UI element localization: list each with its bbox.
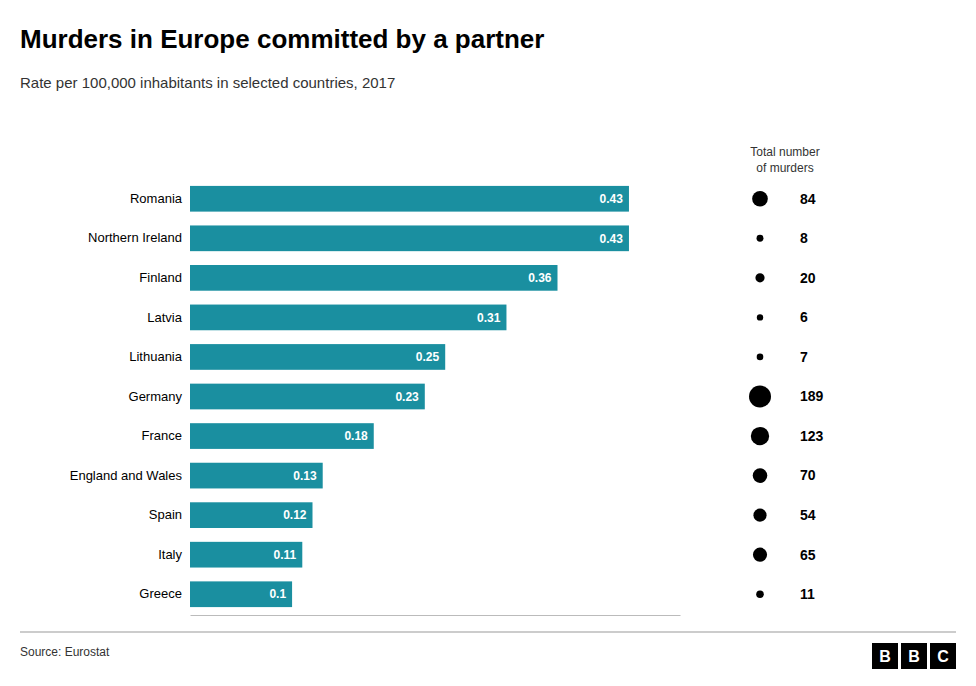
data-label: 0.43 xyxy=(600,232,624,246)
data-label: 0.11 xyxy=(274,548,297,562)
y-tick: Greece xyxy=(139,586,182,601)
logo-letter: C xyxy=(937,648,949,665)
total-label: 84 xyxy=(800,191,816,207)
bar xyxy=(190,186,629,212)
y-axis: Romania Northern Ireland Finland Latvia Lith… xyxy=(70,191,183,601)
data-labels: 0.43 0.43 0.36 0.31 0.25 0.23 0.18 0.13 0.12 0.11… xyxy=(269,192,623,601)
total-dot xyxy=(749,386,771,408)
total-label: 8 xyxy=(800,230,808,246)
x-axis-line xyxy=(191,615,681,616)
y-tick-label: Spain xyxy=(149,507,182,522)
separator xyxy=(20,632,956,633)
bar xyxy=(190,423,374,449)
y-tick: Spain xyxy=(149,507,182,522)
data-label: 0.23 xyxy=(395,390,419,404)
y-tick-label: Italy xyxy=(158,547,182,562)
logo-box xyxy=(901,643,927,669)
y-tick-label: Romania xyxy=(130,191,183,206)
total-dot xyxy=(751,427,769,445)
data-label: 0.1 xyxy=(269,587,286,601)
bar xyxy=(190,463,323,489)
logo-letter: B xyxy=(908,648,920,665)
y-tick: Lithuania xyxy=(129,349,183,364)
logo-letter: B xyxy=(879,648,891,665)
totals-title: Total number of murders xyxy=(750,145,819,175)
total-label: 189 xyxy=(800,388,824,404)
total-label: 123 xyxy=(800,428,824,444)
y-tick-label: Greece xyxy=(139,586,182,601)
y-tick: Italy xyxy=(158,547,182,562)
totals-title-line: of murders xyxy=(756,161,813,175)
total-label: 54 xyxy=(800,507,816,523)
bar xyxy=(190,305,506,331)
logo-box xyxy=(930,643,956,669)
chart: Murders in Europe committed by a partner… xyxy=(0,0,976,686)
total-dot xyxy=(756,590,764,598)
total-dot xyxy=(753,548,767,562)
data-label: 0.36 xyxy=(528,271,552,285)
y-tick: Latvia xyxy=(147,310,182,325)
data-label: 0.25 xyxy=(416,350,440,364)
bar xyxy=(190,502,313,528)
bar xyxy=(190,542,302,568)
total-dot xyxy=(757,235,764,242)
y-tick: Finland xyxy=(139,270,182,285)
y-tick-label: Lithuania xyxy=(129,349,183,364)
total-label: 70 xyxy=(800,467,816,483)
bar xyxy=(190,225,629,251)
totals-labels: 84 8 20 6 7 189 123 70 54 65 11 xyxy=(800,191,824,602)
total-dot xyxy=(757,354,764,361)
subtitle: Rate per 100,000 inhabitants in selected… xyxy=(20,74,395,91)
total-label: 65 xyxy=(800,547,816,563)
y-tick-label: Latvia xyxy=(147,310,182,325)
data-label: 0.12 xyxy=(283,508,307,522)
bars xyxy=(190,186,629,607)
y-tick: Northern Ireland xyxy=(88,230,182,245)
y-tick-label: England and Wales xyxy=(70,468,183,483)
total-dot xyxy=(753,509,766,522)
total-label: 20 xyxy=(800,270,816,286)
total-label: 7 xyxy=(800,349,808,365)
data-label: 0.13 xyxy=(293,469,317,483)
data-label: 0.43 xyxy=(600,192,624,206)
y-tick-label: Finland xyxy=(139,270,182,285)
data-label: 0.18 xyxy=(344,429,368,443)
data-label: 0.31 xyxy=(477,311,501,325)
y-tick: Germany xyxy=(129,389,183,404)
y-tick: England and Wales xyxy=(70,468,183,483)
total-label: 6 xyxy=(800,309,808,325)
y-tick: Romania xyxy=(130,191,183,206)
bar xyxy=(190,344,445,370)
x-axis xyxy=(191,615,681,616)
y-tick-label: Northern Ireland xyxy=(88,230,182,245)
y-tick-label: France xyxy=(142,428,182,443)
source: Source: Eurostat xyxy=(20,645,110,659)
y-tick: France xyxy=(142,428,182,443)
total-dot xyxy=(752,191,768,207)
y-tick-label: Germany xyxy=(129,389,183,404)
bar xyxy=(190,384,425,410)
bar xyxy=(190,265,558,291)
dots xyxy=(749,191,771,598)
title: Murders in Europe committed by a partner xyxy=(20,24,544,54)
logo: BBC xyxy=(872,643,956,669)
total-dot xyxy=(755,273,764,282)
logo-box xyxy=(872,643,898,669)
total-dot xyxy=(753,468,768,483)
bar xyxy=(190,581,292,607)
total-dot xyxy=(757,314,763,320)
total-label: 11 xyxy=(800,586,815,602)
totals-title-line: Total number xyxy=(750,145,819,159)
